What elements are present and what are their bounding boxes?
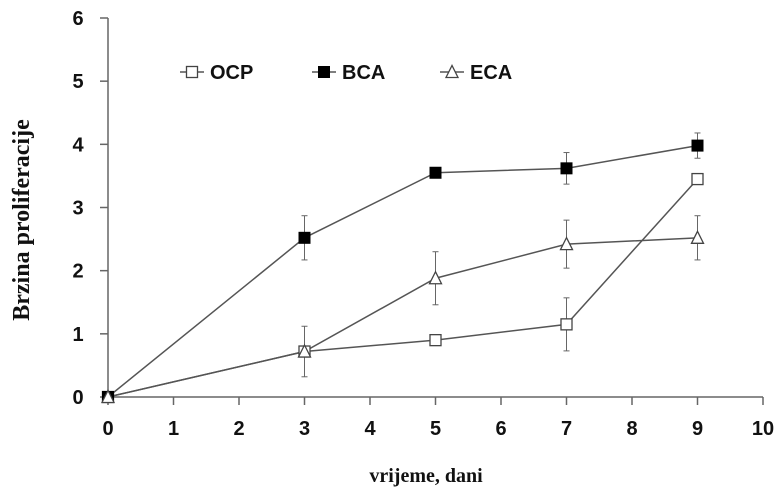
axes: 0 1 2 3 4 5 6 7 8 9 10 0 1 2 3 4 5 6: [72, 8, 774, 440]
x-tick-label: 2: [233, 418, 244, 440]
legend-marker-eca: [444, 64, 460, 79]
data-point-eca: [100, 389, 116, 404]
x-axis-label: vrijeme, dani: [369, 465, 483, 487]
y-tick-label: 4: [72, 134, 84, 156]
x-tick-label: 5: [430, 418, 441, 440]
legend-marker-bca: [318, 66, 330, 78]
x-tick-label: 10: [752, 418, 774, 440]
series-eca: [107, 215, 701, 398]
x-tick-label: 9: [692, 418, 703, 440]
data-point-bca: [691, 139, 704, 152]
data-point-bca: [560, 162, 573, 175]
series-points-eca: [100, 229, 705, 404]
y-tick-label: 2: [72, 261, 83, 283]
series-line-bca: [107, 144, 698, 398]
series-points-bca: [102, 139, 704, 403]
x-tick-label: 1: [168, 418, 179, 440]
legend-label-bca: BCA: [342, 62, 385, 84]
series-line-eca: [107, 237, 698, 398]
y-tick-label: 6: [72, 8, 83, 30]
x-tick-label: 8: [626, 418, 637, 440]
series-bca: [107, 132, 701, 398]
data-point-bca: [298, 231, 311, 244]
y-tick-label: 0: [72, 387, 83, 409]
x-tick-label: 7: [561, 418, 572, 440]
data-point-eca: [428, 270, 443, 285]
series-line-ocp: [107, 178, 699, 398]
legend-marker-ocp: [185, 65, 199, 79]
series-layer: [100, 132, 705, 404]
y-tick-label: 3: [72, 198, 83, 220]
data-point-bca: [429, 166, 442, 179]
legend-label-eca: ECA: [470, 62, 512, 84]
x-tick-label: 0: [102, 418, 113, 440]
series-ocp: [107, 178, 699, 398]
data-point-ocp: [560, 318, 573, 331]
data-point-ocp: [429, 333, 442, 347]
data-point-eca: [559, 236, 574, 251]
x-tick-label: 3: [299, 418, 310, 440]
legend-label-ocp: OCP: [210, 62, 253, 84]
data-point-eca: [690, 229, 705, 244]
series-points-ocp: [101, 172, 704, 404]
y-tick-label: 5: [72, 71, 83, 93]
x-tick-label: 6: [495, 418, 506, 440]
y-tick-label: 1: [72, 324, 83, 346]
y-axis-label: Brzina proliferacije: [9, 119, 35, 321]
x-tick-label: 4: [364, 418, 376, 440]
data-point-ocp: [691, 172, 704, 186]
data-point-eca: [297, 343, 312, 358]
legend: OCP BCA ECA: [180, 62, 512, 84]
